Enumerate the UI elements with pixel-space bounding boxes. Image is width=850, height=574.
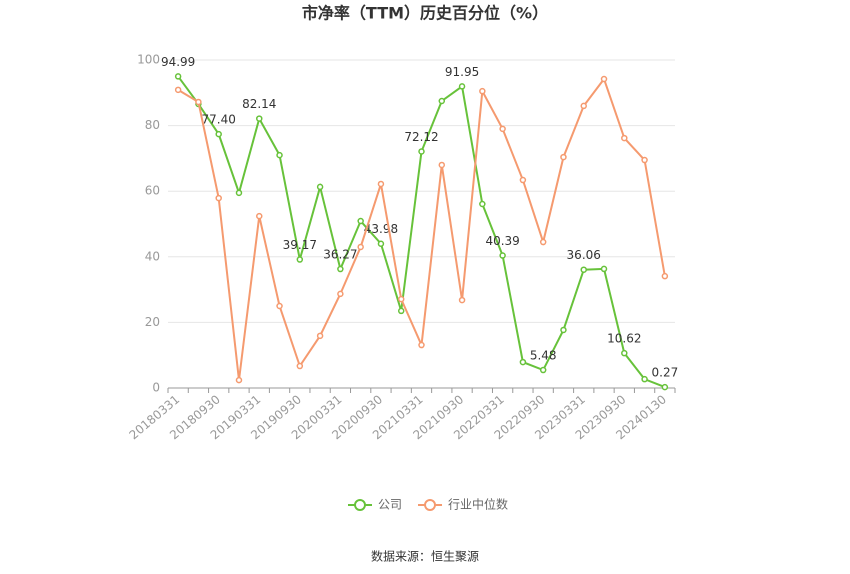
point	[215, 130, 222, 138]
point	[276, 151, 283, 159]
data-label: 39.17	[283, 238, 317, 252]
data-label: 77.40	[202, 113, 236, 127]
point	[296, 256, 304, 263]
legend-item: 公司	[348, 498, 402, 512]
point	[418, 148, 425, 155]
point	[560, 153, 567, 161]
point	[296, 362, 304, 370]
point	[377, 180, 385, 188]
point	[195, 98, 202, 106]
data-label: 36.06	[567, 248, 601, 262]
y-tick-label: 20	[145, 315, 160, 329]
point	[519, 358, 527, 366]
point	[235, 376, 243, 384]
data-label: 36.27	[323, 248, 357, 262]
point	[276, 302, 283, 310]
legend-marker	[354, 499, 366, 511]
point	[357, 217, 364, 225]
data-label: 72.12	[404, 130, 438, 144]
legend-marker	[424, 499, 437, 511]
point	[256, 115, 263, 122]
point	[337, 290, 344, 298]
point	[438, 161, 446, 169]
point	[458, 296, 466, 304]
data-label: 91.95	[445, 65, 479, 79]
point	[397, 295, 405, 303]
legend-item: 行业中位数	[418, 497, 508, 512]
y-tick-label: 40	[145, 249, 160, 263]
point	[479, 200, 486, 208]
legend-label: 行业中位数	[448, 497, 508, 512]
point	[499, 252, 506, 259]
chart-title: 市净率（TTM）历史百分位（%）	[302, 4, 548, 23]
point	[580, 266, 587, 273]
y-tick-label: 80	[145, 118, 160, 132]
series-line	[177, 76, 666, 381]
point	[641, 156, 648, 164]
point	[397, 307, 405, 315]
point	[580, 102, 587, 110]
data-label: 40.39	[485, 234, 519, 248]
data-label: 0.27	[652, 366, 679, 380]
source-note: 数据来源：恒生聚源	[371, 549, 479, 564]
point	[316, 332, 324, 340]
point	[600, 265, 608, 273]
point	[235, 189, 243, 197]
data-label: 5.48	[530, 349, 557, 363]
point	[316, 183, 324, 191]
point	[337, 265, 344, 273]
point	[661, 383, 669, 391]
data-label: 10.62	[607, 332, 641, 346]
point	[499, 125, 506, 133]
data-label: 94.99	[161, 55, 195, 69]
point	[256, 212, 263, 220]
point	[458, 83, 466, 90]
y-tick-label: 60	[145, 184, 160, 198]
point	[621, 349, 628, 357]
point	[539, 238, 547, 246]
y-tick-label: 100	[137, 53, 160, 67]
point	[438, 97, 446, 105]
point	[377, 240, 385, 247]
data-label: 82.14	[242, 97, 276, 111]
legend-label: 公司	[378, 498, 402, 512]
point	[621, 134, 628, 142]
point	[418, 341, 425, 349]
point	[600, 75, 608, 83]
point	[539, 366, 547, 374]
point	[215, 194, 222, 202]
point	[357, 243, 364, 251]
point	[519, 176, 527, 184]
point	[661, 272, 669, 280]
point	[641, 375, 648, 383]
y-tick-label: 0	[152, 381, 160, 395]
point	[174, 86, 182, 94]
point	[479, 87, 486, 95]
point	[560, 326, 567, 334]
point	[174, 73, 182, 80]
